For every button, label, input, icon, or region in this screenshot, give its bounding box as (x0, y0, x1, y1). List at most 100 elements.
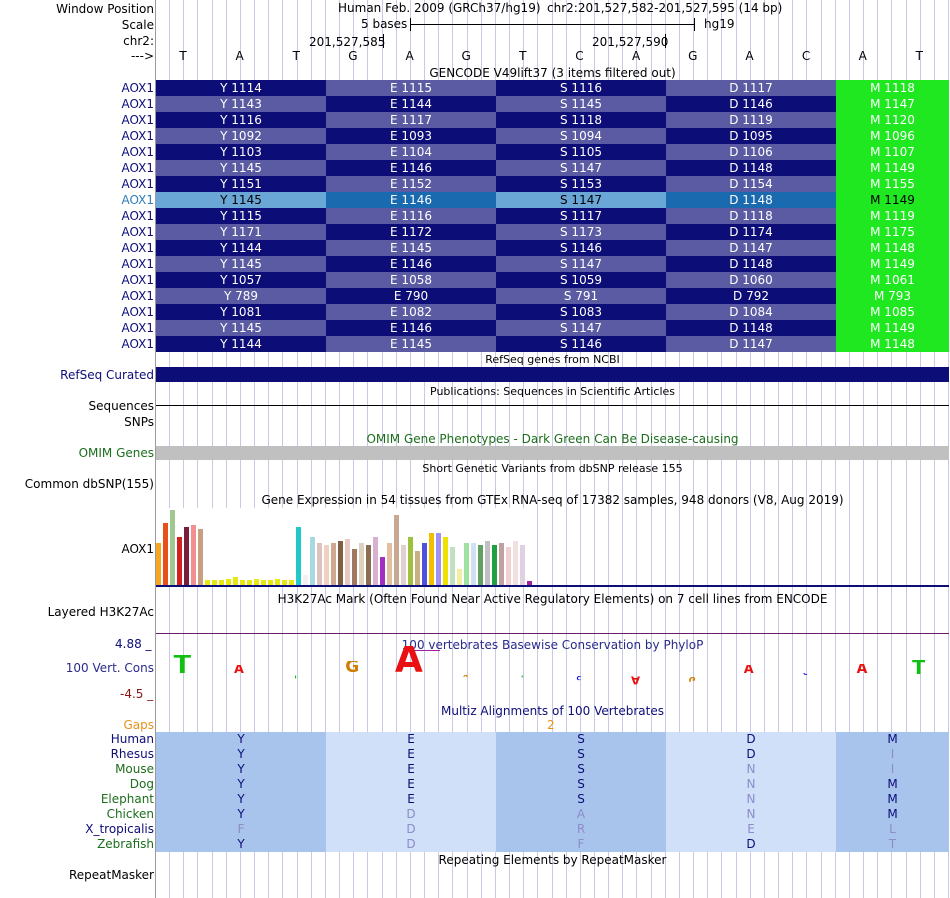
codon-cell[interactable]: Y 1171 (156, 224, 326, 240)
gtex-bar[interactable] (394, 515, 399, 585)
codon-cell[interactable]: S 1118 (496, 112, 666, 128)
codon-cell[interactable]: E 1152 (326, 176, 496, 192)
gtex-bar[interactable] (373, 537, 378, 585)
codon-cell[interactable]: Y 1145 (156, 256, 326, 272)
codon-cell[interactable]: D 1174 (666, 224, 836, 240)
codon-cell[interactable]: D 1147 (666, 336, 836, 352)
gencode-row-label[interactable]: AOX1 (121, 257, 154, 271)
codon-cell[interactable]: Y 789 (156, 288, 326, 304)
alignment-cell[interactable]: D (666, 747, 836, 762)
codon-cell[interactable]: M 1085 (836, 304, 949, 320)
codon-cell[interactable]: S 1083 (496, 304, 666, 320)
codon-cell[interactable]: M 793 (836, 288, 949, 304)
gtex-bar[interactable] (520, 545, 525, 585)
alignment-cell[interactable]: Y (156, 807, 326, 822)
alignment-cell[interactable]: E (326, 792, 496, 807)
gencode-row-label[interactable]: AOX1 (121, 145, 154, 159)
gtex-bar[interactable] (450, 547, 455, 585)
alignment-cell[interactable]: N (666, 807, 836, 822)
codon-cell[interactable]: S 1146 (496, 240, 666, 256)
codon-cell[interactable]: S 1059 (496, 272, 666, 288)
codon-cell[interactable]: D 1154 (666, 176, 836, 192)
alignment-cell[interactable]: Y (156, 792, 326, 807)
codon-cell[interactable]: M 1148 (836, 240, 949, 256)
alignment-cell[interactable]: D (326, 837, 496, 852)
codon-cell[interactable]: E 1117 (326, 112, 496, 128)
gtex-bar[interactable] (184, 527, 189, 585)
gtex-bar[interactable] (527, 581, 532, 585)
codon-cell[interactable]: E 1058 (326, 272, 496, 288)
codon-cell[interactable]: Y 1143 (156, 96, 326, 112)
codon-cell[interactable]: D 1060 (666, 272, 836, 288)
gtex-bar[interactable] (310, 537, 315, 585)
alignment-cell[interactable]: S (496, 792, 666, 807)
gtex-bar[interactable] (324, 545, 329, 585)
species-label[interactable]: Mouse (115, 762, 154, 776)
species-label[interactable]: Human (110, 732, 154, 746)
gtex-bar[interactable] (352, 549, 357, 585)
codon-cell[interactable]: M 1149 (836, 320, 949, 336)
codon-cell[interactable]: Y 1144 (156, 336, 326, 352)
omim-bar[interactable] (156, 446, 949, 460)
codon-cell[interactable]: M 1096 (836, 128, 949, 144)
codon-cell[interactable]: E 1115 (326, 80, 496, 96)
dbsnp-label[interactable]: Common dbSNP(155) (24, 477, 154, 491)
alignment-cell[interactable]: S (496, 732, 666, 747)
codon-cell[interactable]: M 1119 (836, 208, 949, 224)
codon-cell[interactable]: Y 1145 (156, 160, 326, 176)
alignment-cell[interactable]: Y (156, 732, 326, 747)
gtex-bar[interactable] (443, 537, 448, 585)
codon-cell[interactable]: E 1093 (326, 128, 496, 144)
codon-cell[interactable]: E 1145 (326, 240, 496, 256)
gtex-bar[interactable] (289, 580, 294, 585)
gtex-bar[interactable] (198, 529, 203, 585)
alignment-cell[interactable]: Y (156, 777, 326, 792)
gtex-bar[interactable] (380, 557, 385, 585)
codon-cell[interactable]: Y 1092 (156, 128, 326, 144)
gtex-bar[interactable] (457, 569, 462, 585)
gencode-row-label[interactable]: AOX1 (121, 129, 154, 143)
alignment-cell[interactable]: M (836, 792, 949, 807)
codon-cell[interactable]: M 1107 (836, 144, 949, 160)
species-label[interactable]: Zebrafish (97, 837, 154, 851)
codon-cell[interactable]: D 1148 (666, 320, 836, 336)
codon-cell[interactable]: M 1061 (836, 272, 949, 288)
gtex-bar[interactable] (219, 580, 224, 585)
gencode-row-label[interactable]: AOX1 (121, 273, 154, 287)
alignment-cell[interactable]: D (666, 732, 836, 747)
codon-cell[interactable]: D 1148 (666, 256, 836, 272)
gencode-row-label[interactable]: AOX1 (121, 193, 154, 207)
codon-cell[interactable]: S 1146 (496, 336, 666, 352)
codon-cell[interactable]: M 1155 (836, 176, 949, 192)
sequences-label[interactable]: Sequences (88, 399, 154, 413)
gtex-bar[interactable] (345, 539, 350, 585)
gencode-row-label[interactable]: AOX1 (121, 161, 154, 175)
codon-cell[interactable]: E 1116 (326, 208, 496, 224)
gtex-bar[interactable] (261, 580, 266, 585)
codon-cell[interactable]: E 1146 (326, 160, 496, 176)
gtex-bar[interactable] (317, 543, 322, 585)
gencode-row-label[interactable]: AOX1 (121, 81, 154, 95)
alignment-cell[interactable]: M (836, 777, 949, 792)
codon-cell[interactable]: S 1116 (496, 80, 666, 96)
gtex-bar[interactable] (233, 577, 238, 585)
gtex-bar[interactable] (422, 543, 427, 585)
gencode-row-label[interactable]: AOX1 (121, 97, 154, 111)
position-readout[interactable]: chr2:201,527,582-201,527,595 (14 bp) (547, 1, 783, 15)
gtex-label[interactable]: AOX1 (121, 542, 154, 556)
codon-cell[interactable]: S 1147 (496, 256, 666, 272)
gencode-row-label[interactable]: AOX1 (121, 113, 154, 127)
gencode-row-label[interactable]: AOX1 (121, 289, 154, 303)
alignment-cell[interactable]: N (666, 762, 836, 777)
h3k27ac-label[interactable]: Layered H3K27Ac (47, 605, 154, 619)
gtex-bar[interactable] (177, 537, 182, 585)
gtex-bar[interactable] (275, 579, 280, 585)
alignment-cell[interactable]: L (836, 822, 949, 837)
codon-cell[interactable]: M 1149 (836, 160, 949, 176)
codon-cell[interactable]: D 1106 (666, 144, 836, 160)
gtex-bar[interactable] (478, 545, 483, 585)
alignment-cell[interactable]: S (496, 747, 666, 762)
codon-cell[interactable]: M 1175 (836, 224, 949, 240)
gtex-bar[interactable] (191, 525, 196, 585)
codon-cell[interactable]: S 1153 (496, 176, 666, 192)
